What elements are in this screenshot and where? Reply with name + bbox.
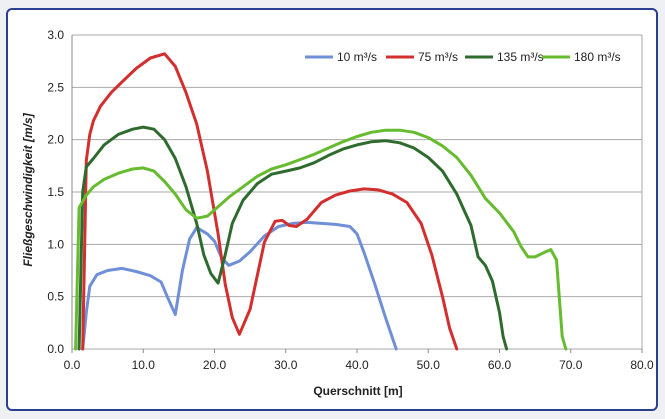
series-line-1 xyxy=(81,220,398,351)
x-tick-label: 30.0 xyxy=(274,358,298,372)
x-tick-label: 10.0 xyxy=(132,358,156,372)
y-tick-label: 2.0 xyxy=(47,133,64,147)
y-axis-title: Fließgeschwindigkeit [m/s] xyxy=(21,112,35,266)
x-tick-label: 60.0 xyxy=(488,358,512,372)
x-tick-label: 20.0 xyxy=(203,358,227,372)
x-tick-label: 70.0 xyxy=(559,358,583,372)
legend-label-3: 135 m³/s xyxy=(497,50,544,64)
y-tick-label: 3.0 xyxy=(47,28,64,42)
y-tick-label: 0.5 xyxy=(47,290,64,304)
x-axis-title: Querschnitt [m] xyxy=(313,384,402,398)
legend-label-2: 75 m³/s xyxy=(418,50,458,64)
grid-layer xyxy=(72,34,642,350)
chart-frame xyxy=(6,8,658,411)
series-line-3 xyxy=(77,125,509,351)
y-tick-label: 2.5 xyxy=(47,80,64,94)
legend-label-4: 180 m³/s xyxy=(574,50,621,64)
y-tick-label: 1.0 xyxy=(47,237,64,251)
series-layer xyxy=(74,52,568,351)
x-tick-label: 0.0 xyxy=(64,358,81,372)
legend-label-1: 10 m³/s xyxy=(337,50,377,64)
legend: 10 m³/s 75 m³/s 135 m³/s 180 m³/s xyxy=(305,50,621,64)
series-line-4 xyxy=(74,128,568,351)
y-tick-label: 0.0 xyxy=(47,342,64,356)
series-line-2 xyxy=(81,52,459,351)
axes-layer: 0.0 0.5 1.0 1.5 2.0 2.5 3.0 0.0 10.0 20.0 30.0 40.0… xyxy=(47,28,654,372)
x-tick-label: 50.0 xyxy=(417,358,441,372)
x-tick-label: 40.0 xyxy=(345,358,369,372)
y-tick-label: 1.5 xyxy=(47,185,64,199)
x-tick-label: 80.0 xyxy=(630,358,654,372)
